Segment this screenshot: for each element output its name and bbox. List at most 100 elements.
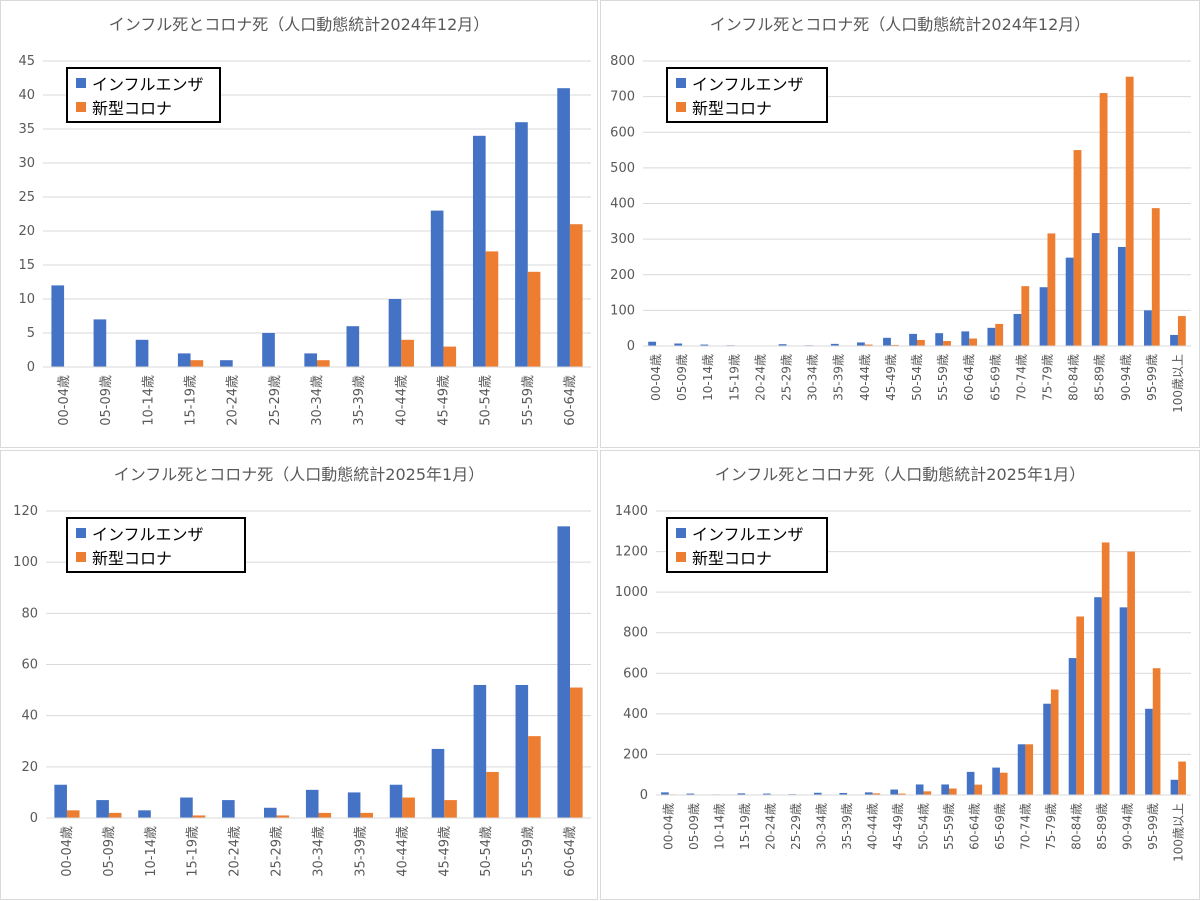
x-tick-label: 30-34歳 (806, 354, 820, 401)
y-tick-label: 100 (610, 303, 635, 318)
x-tick-label: 10-14歳 (144, 826, 159, 877)
x-tick-label: 95-99歳 (1145, 354, 1159, 401)
y-tick-label: 40 (18, 88, 35, 103)
bar-influenza (941, 784, 949, 795)
bar-influenza (390, 785, 403, 818)
legend-item-corona: 新型コロナ (76, 95, 211, 119)
chart-legend: インフルエンザ 新型コロナ (666, 67, 828, 123)
bar-influenza (515, 122, 528, 367)
bar-corona (319, 813, 332, 818)
y-tick-label: 500 (610, 161, 635, 176)
bar-influenza (987, 328, 995, 346)
chart-legend: インフルエンザ 新型コロナ (66, 517, 246, 573)
x-tick-label: 10-14歳 (713, 803, 727, 850)
bar-influenza (136, 340, 149, 367)
bar-corona (1153, 668, 1161, 795)
bar-influenza (347, 326, 360, 367)
x-tick-label: 60-64歳 (563, 375, 578, 426)
x-tick-label: 40-44歳 (395, 826, 410, 877)
bar-corona (528, 272, 541, 367)
x-tick-label: 45-49歳 (891, 803, 905, 850)
bar-corona (1025, 744, 1033, 795)
bar-influenza (1171, 780, 1179, 795)
bar-corona (949, 789, 957, 795)
x-tick-label: 15-19歳 (738, 803, 752, 850)
x-tick-label: 90-94歳 (1120, 803, 1134, 850)
bar-influenza (857, 342, 865, 346)
y-tick-label: 800 (623, 626, 648, 641)
bar-influenza (54, 785, 67, 818)
y-tick-label: 800 (610, 54, 635, 69)
bar-influenza (1118, 247, 1126, 346)
bar-corona (401, 340, 414, 367)
x-tick-label: 20-24歳 (226, 375, 241, 426)
y-tick-label: 20 (18, 224, 35, 239)
bar-corona (1178, 762, 1186, 795)
x-tick-label: 10-14歳 (701, 354, 715, 401)
x-tick-label: 50-54歳 (479, 375, 494, 426)
bar-influenza (1092, 233, 1100, 346)
y-tick-label: 100 (13, 555, 38, 570)
x-tick-label: 65-69歳 (993, 803, 1007, 850)
bar-corona (969, 339, 977, 346)
x-tick-label: 75-79歳 (1044, 803, 1058, 850)
y-tick-label: 60 (21, 658, 38, 673)
bar-influenza (1018, 744, 1026, 795)
bar-influenza (516, 685, 529, 818)
x-tick-label: 45-49歳 (436, 375, 451, 426)
legend-item-influenza: インフルエンザ (76, 521, 236, 545)
legend-item-influenza: インフルエンザ (676, 521, 818, 545)
bar-influenza (220, 360, 233, 367)
bar-influenza (304, 353, 317, 367)
y-tick-label: 1200 (615, 545, 648, 560)
legend-item-influenza: インフルエンザ (76, 71, 211, 95)
bar-influenza (431, 211, 444, 367)
bar-corona (1021, 286, 1029, 346)
x-tick-label: 40-44歳 (866, 803, 880, 850)
legend-label: インフルエンザ (92, 521, 204, 545)
y-tick-label: 40 (21, 709, 38, 724)
x-tick-label: 10-14歳 (141, 375, 156, 426)
bar-influenza (1120, 607, 1128, 795)
legend-swatch-orange (676, 552, 686, 562)
y-tick-label: 45 (18, 54, 35, 69)
x-tick-label: 60-64歳 (967, 803, 981, 850)
bar-influenza (916, 784, 924, 795)
x-tick-label: 40-44歳 (394, 375, 409, 426)
x-tick-label: 90-94歳 (1119, 354, 1133, 401)
bar-influenza (262, 333, 275, 367)
bar-corona (486, 772, 499, 818)
x-tick-label: 100歳以上 (1171, 354, 1185, 413)
x-tick-label: 55-59歳 (521, 375, 536, 426)
bar-corona (1152, 208, 1160, 346)
bar-corona (402, 798, 415, 818)
bar-influenza (473, 136, 486, 367)
y-tick-label: 80 (21, 606, 38, 621)
x-tick-label: 85-89歳 (1095, 803, 1109, 850)
bar-corona (1000, 773, 1008, 795)
x-tick-label: 05-09歳 (102, 826, 117, 877)
bar-influenza (389, 299, 402, 367)
chart-legend: インフルエンザ 新型コロナ (666, 517, 828, 573)
legend-swatch-blue (676, 78, 686, 88)
bar-corona (1074, 150, 1082, 346)
bar-corona (67, 810, 80, 818)
bar-corona (995, 324, 1003, 346)
bar-influenza (1094, 597, 1102, 795)
x-tick-label: 00-04歳 (57, 375, 72, 426)
x-tick-label: 60-64歳 (563, 826, 578, 877)
bar-influenza (1043, 704, 1051, 795)
bar-corona (443, 347, 456, 367)
bar-corona (528, 736, 541, 818)
bar-influenza (1014, 314, 1022, 346)
bar-influenza (264, 808, 277, 818)
y-tick-label: 0 (640, 788, 648, 803)
x-tick-label: 05-09歳 (675, 354, 689, 401)
x-tick-label: 55-59歳 (936, 354, 950, 401)
x-tick-label: 70-74歳 (1018, 803, 1032, 850)
x-tick-label: 80-84歳 (1069, 803, 1083, 850)
bar-influenza (992, 768, 1000, 795)
x-tick-label: 55-59歳 (942, 803, 956, 850)
